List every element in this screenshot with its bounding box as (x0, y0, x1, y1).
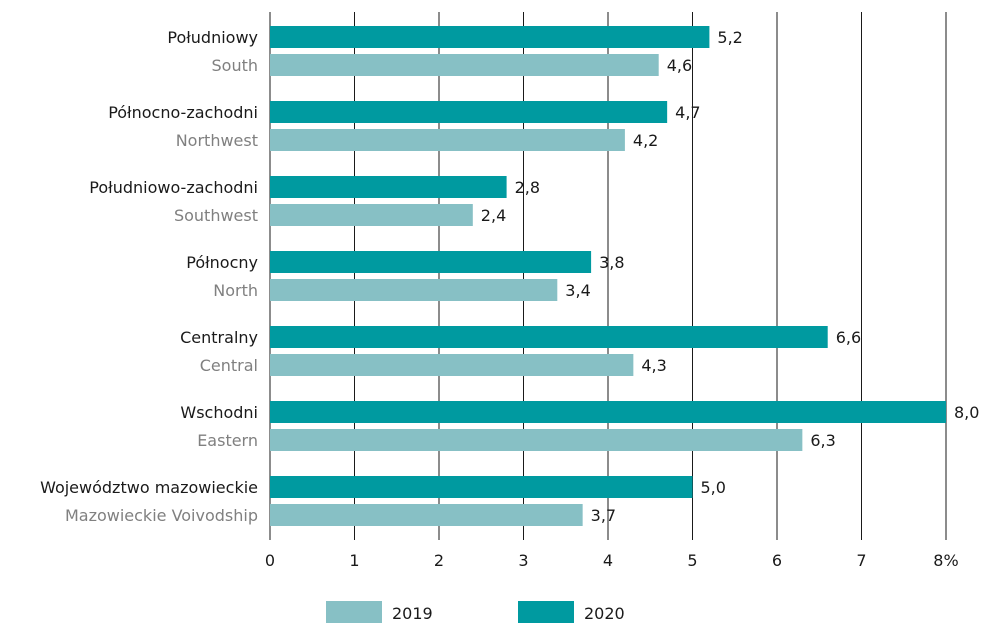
category-sublabel: South (212, 56, 259, 75)
value-labels: 5,2 4,6 4,7 4,2 2,8 2,4 3,8 3,4 6,6 4,3 8,0 6,3 5,0 3… (481, 28, 980, 525)
data-label: 2,8 (515, 178, 540, 197)
legend-swatch-2019 (326, 601, 382, 623)
data-label: 4,2 (633, 131, 658, 150)
category-label: Północno-zachodni (108, 103, 258, 122)
category-sublabel: Eastern (197, 431, 258, 450)
bar-2019 (270, 504, 583, 526)
data-label: 8,0 (954, 403, 979, 422)
grid-lines (269, 12, 947, 540)
x-tick-label: 8% (933, 551, 958, 570)
category-label: Wschodni (180, 403, 258, 422)
bar-2019 (270, 279, 558, 301)
category-label: Północny (186, 253, 258, 272)
category-labels: Południowy South Północno-zachodni Northwes… (40, 28, 258, 525)
legend-label-2019: 2019 (392, 604, 433, 623)
bar-2019 (270, 54, 659, 76)
bars (270, 26, 946, 526)
bar-2020 (270, 101, 668, 123)
x-tick-label: 5 (687, 551, 697, 570)
x-tick-label: 0 (265, 551, 275, 570)
x-tick-label: 2 (434, 551, 444, 570)
legend-swatch-2020 (518, 601, 574, 623)
category-label: Centralny (180, 328, 258, 347)
bar-2019 (270, 204, 473, 226)
data-label: 4,3 (641, 356, 666, 375)
bar-2020 (270, 401, 946, 423)
x-axis-ticks: 0 1 2 3 4 5 6 7 8% (265, 551, 959, 570)
category-label: Południowo-zachodni (89, 178, 258, 197)
category-sublabel: Mazowieckie Voivodship (65, 506, 258, 525)
bar-2020 (270, 176, 507, 198)
bar-2020 (270, 26, 710, 48)
data-label: 5,2 (717, 28, 742, 47)
data-label: 2,4 (481, 206, 506, 225)
category-label: Południowy (167, 28, 258, 47)
data-label: 6,3 (810, 431, 835, 450)
x-tick-label: 6 (772, 551, 782, 570)
legend-label-2020: 2020 (584, 604, 625, 623)
data-label: 6,6 (836, 328, 861, 347)
bar-2019 (270, 354, 634, 376)
legend: 2019 2020 (326, 601, 625, 623)
category-sublabel: Southwest (174, 206, 258, 225)
data-label: 3,7 (591, 506, 616, 525)
category-label: Województwo mazowieckie (40, 478, 258, 497)
data-label: 3,4 (565, 281, 590, 300)
data-label: 4,7 (675, 103, 700, 122)
bar-2020 (270, 326, 828, 348)
bar-2020 (270, 251, 592, 273)
category-sublabel: North (213, 281, 258, 300)
bar-2019 (270, 129, 625, 151)
bar-2019 (270, 429, 803, 451)
category-sublabel: Northwest (176, 131, 258, 150)
category-sublabel: Central (200, 356, 258, 375)
data-label: 3,8 (599, 253, 624, 272)
x-tick-label: 4 (603, 551, 613, 570)
data-label: 5,0 (701, 478, 726, 497)
x-tick-label: 1 (349, 551, 359, 570)
x-tick-label: 3 (518, 551, 528, 570)
x-tick-label: 7 (856, 551, 866, 570)
bar-2020 (270, 476, 693, 498)
data-label: 4,6 (667, 56, 692, 75)
